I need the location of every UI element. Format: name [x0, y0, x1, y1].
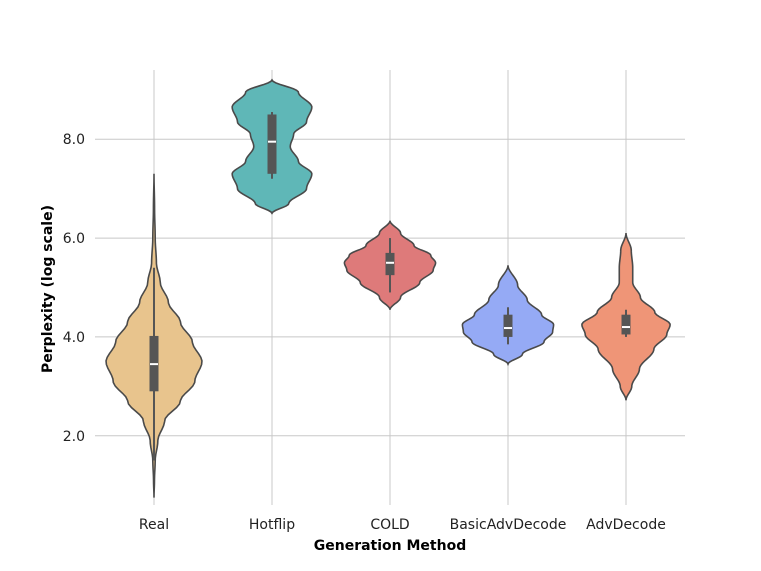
x-axis-label: Generation Method — [314, 538, 466, 554]
y-tick-label: 6.0 — [63, 231, 85, 247]
violin-layer — [105, 78, 671, 498]
x-tick-label: Hotflip — [249, 517, 295, 533]
x-tick-label: Real — [139, 517, 169, 533]
tick-layer: 2.0 4.0 6.0 8.0 Real Hotflip COLD BasicAdvDecod… — [63, 132, 666, 533]
iqr-box-cold — [385, 252, 395, 276]
y-tick-label: 2.0 — [63, 429, 85, 445]
iqr-box-advdecode — [621, 314, 631, 335]
iqr-box-basicadvdecode — [503, 314, 513, 337]
x-tick-label: COLD — [370, 517, 409, 533]
x-tick-label: BasicAdvDecode — [450, 517, 567, 533]
y-axis-label: Perplexity (log scale) — [40, 205, 56, 373]
y-tick-label: 8.0 — [63, 132, 85, 148]
y-tick-label: 4.0 — [63, 330, 85, 346]
x-tick-label: AdvDecode — [586, 517, 666, 533]
iqr-box-hotflip — [267, 114, 277, 174]
